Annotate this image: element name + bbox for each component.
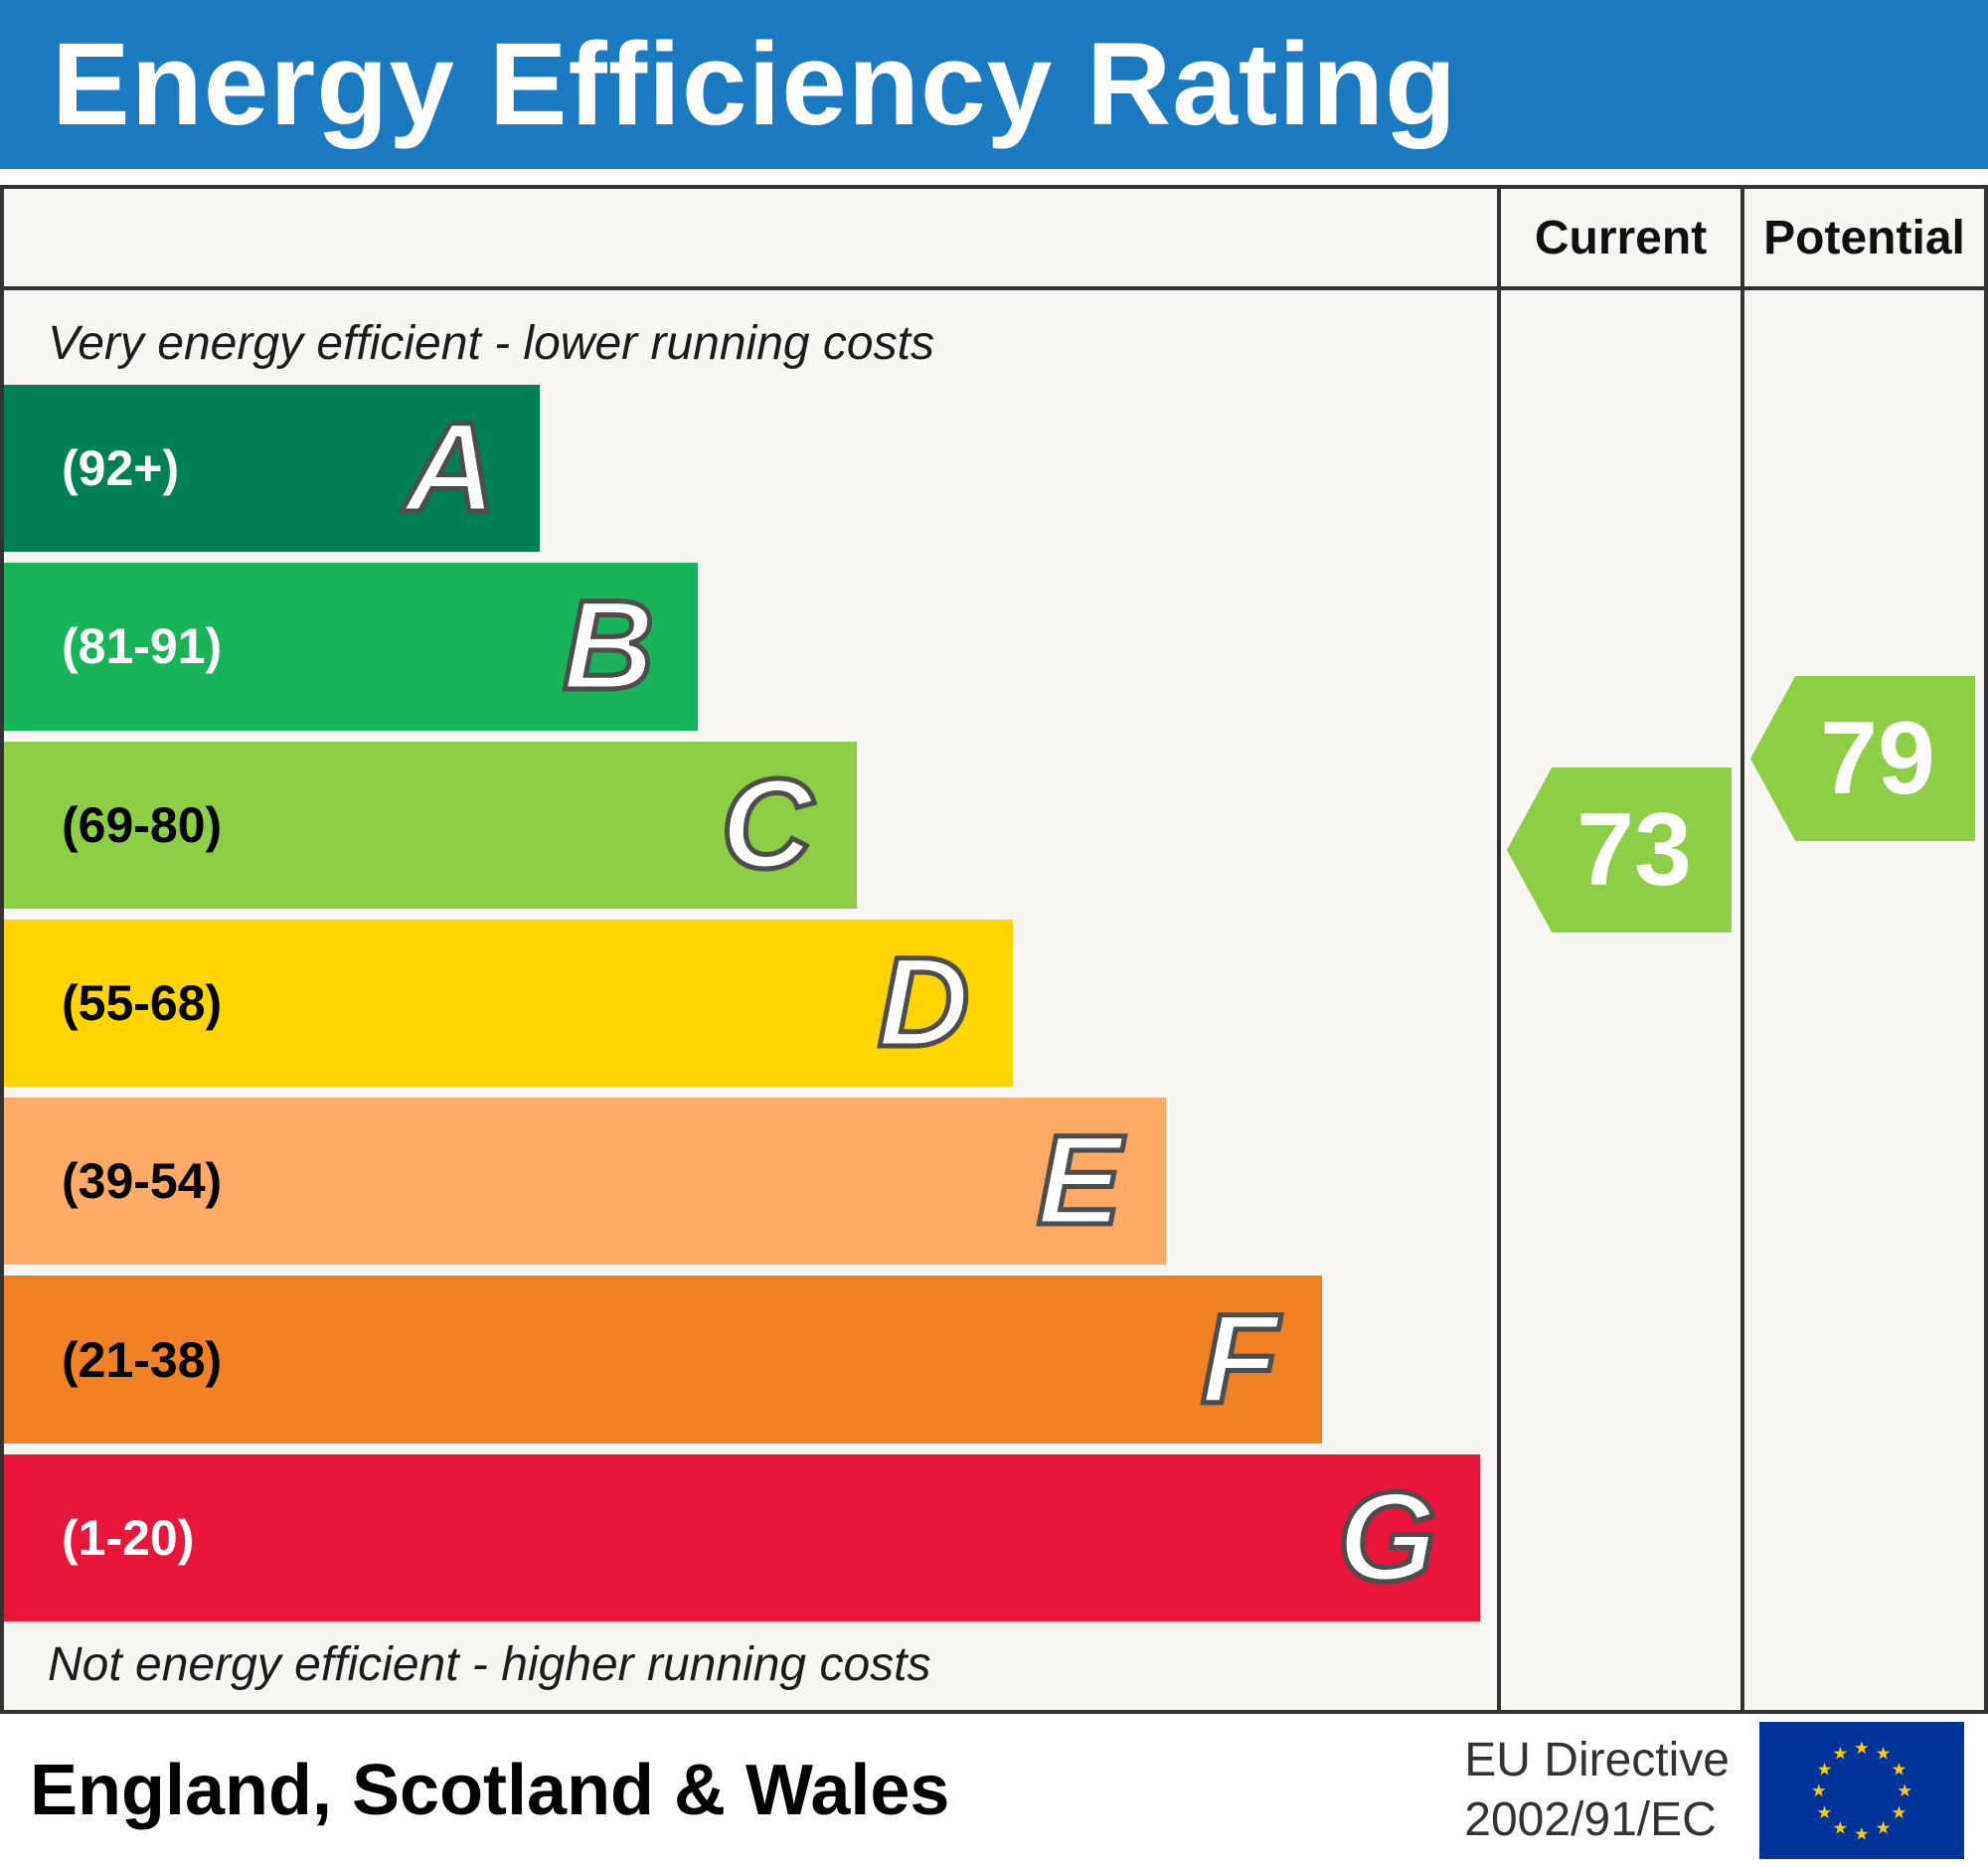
current-column-header: Current [1497,189,1740,290]
band-b-letter: B [560,575,656,718]
band-g-range-label: (1-20) [62,1509,195,1566]
energy-efficiency-chart: Current Potential Very energy efficient … [0,185,1988,1714]
band-g-bar: (1-20) G [4,1453,1481,1621]
band-c-letter: C [719,753,815,896]
band-d-letter: D [875,931,971,1074]
band-b-bar: (81-91) B [4,563,699,731]
potential-rating-badge: 79 [1750,676,1975,841]
eu-star-icon: ★ [1833,1744,1849,1764]
current-rating-badge: 73 [1507,767,1732,933]
eu-star-icon: ★ [1876,1818,1892,1838]
band-c-bar: (69-80) C [4,741,857,909]
band-g-letter: G [1335,1465,1439,1609]
potential-column-header: Potential [1740,189,1984,290]
band-f-bar: (21-38) F [4,1275,1323,1443]
eu-directive-label: EU Directive 2002/91/EC [1464,1731,1730,1850]
eu-star-icon: ★ [1892,1802,1907,1822]
eu-star-icon: ★ [1854,1823,1870,1843]
band-e-bar: (39-54) E [4,1098,1166,1266]
band-d-bar: (55-68) D [4,919,1014,1088]
eu-star-icon: ★ [1897,1781,1912,1800]
bands-stack: (92+) A (81-91) B (69-80) C (55-68) D (3… [4,385,1497,1621]
eu-star-icon: ★ [1833,1818,1849,1838]
potential-rating-column: 79 [1740,290,1984,1710]
eu-star-icon: ★ [1811,1781,1827,1800]
band-d-range-label: (55-68) [62,974,223,1031]
current-rating-column: 73 [1497,290,1740,1710]
band-e-letter: E [1035,1109,1124,1253]
bottom-caption: Not energy efficient - higher running co… [48,1638,931,1691]
region-label: England, Scotland & Wales [30,1751,950,1830]
band-b-range-label: (81-91) [62,618,223,675]
eu-directive-line2: 2002/91/EC [1464,1793,1717,1846]
potential-rating-value: 79 [1820,700,1935,816]
band-c-range-label: (69-80) [62,796,223,853]
eu-star-icon: ★ [1854,1738,1870,1758]
band-a-letter: A [402,397,498,540]
eu-directive-line1: EU Directive [1464,1734,1730,1786]
band-a-bar: (92+) A [4,385,541,553]
bands-column: Very energy efficient - lower running co… [4,290,1497,1710]
page-title: Energy Efficiency Rating [52,19,1458,150]
eu-star-icon: ★ [1892,1760,1907,1780]
title-bar: Energy Efficiency Rating [0,0,1988,169]
eu-star-icon: ★ [1817,1802,1833,1822]
band-f-letter: F [1199,1287,1281,1431]
band-f-range-label: (21-38) [62,1331,223,1388]
chart-header-spacer [4,189,1497,290]
band-a-range-label: (92+) [62,440,180,497]
eu-star-icon: ★ [1817,1760,1833,1780]
top-caption: Very energy efficient - lower running co… [48,317,934,370]
current-rating-value: 73 [1576,791,1692,908]
eu-star-icon: ★ [1876,1744,1892,1764]
band-e-range-label: (39-54) [62,1153,223,1210]
eu-flag-icon: ★ ★ ★ ★ ★ ★ ★ ★ ★ ★ ★ ★ [1759,1722,1964,1859]
footer: England, Scotland & Wales EU Directive 2… [0,1714,1988,1867]
